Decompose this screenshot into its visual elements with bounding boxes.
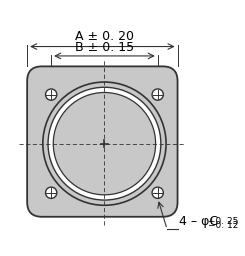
Text: −0. 12: −0. 12 bbox=[208, 221, 238, 230]
Circle shape bbox=[152, 89, 163, 100]
Circle shape bbox=[152, 187, 163, 198]
Circle shape bbox=[43, 82, 166, 205]
Text: A ± 0. 20: A ± 0. 20 bbox=[75, 30, 134, 43]
Circle shape bbox=[46, 89, 57, 100]
Text: +0. 25: +0. 25 bbox=[208, 217, 238, 226]
FancyBboxPatch shape bbox=[27, 66, 178, 217]
Text: 4 – φC: 4 – φC bbox=[179, 215, 218, 228]
Circle shape bbox=[46, 187, 57, 198]
Text: B ± 0. 15: B ± 0. 15 bbox=[75, 41, 134, 54]
Circle shape bbox=[48, 87, 161, 200]
Circle shape bbox=[53, 92, 156, 195]
